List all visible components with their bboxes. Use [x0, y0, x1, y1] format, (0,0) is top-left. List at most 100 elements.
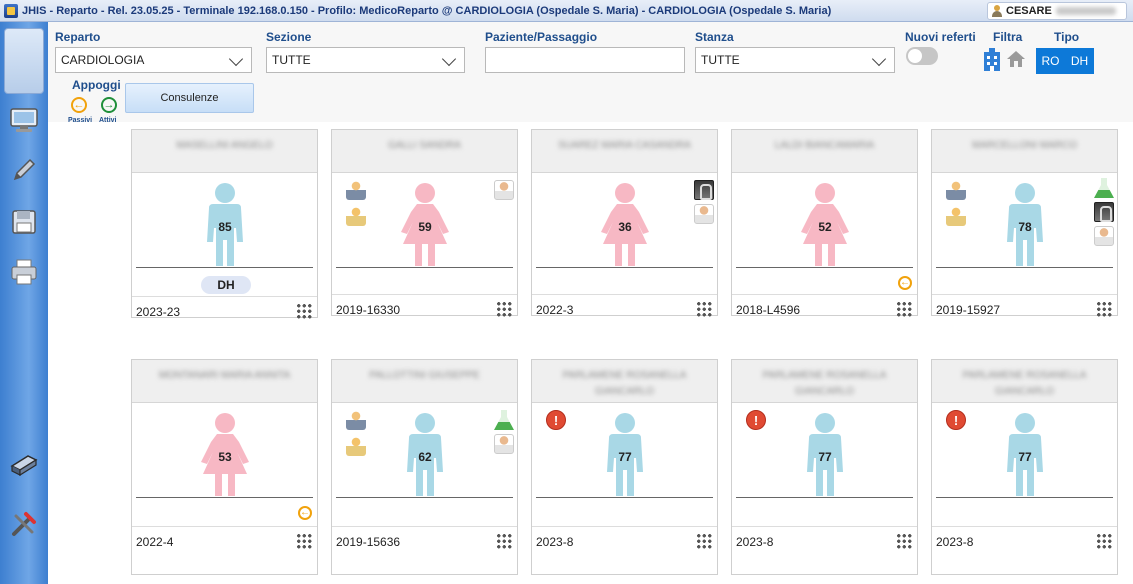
patient-age: 78: [1018, 220, 1032, 234]
filter-toolbar: Reparto CARDIOLOGIA Sezione TUTTE Pazien…: [48, 22, 1133, 124]
lab-flask-icon[interactable]: [494, 410, 514, 430]
patient-card[interactable]: GALLI SANDRA 59 2019-16330: [331, 129, 518, 317]
divider: [732, 294, 917, 295]
patient-name: LALDI BIANCAMARIA: [774, 140, 875, 151]
patient-name: GALLI SANDRA: [388, 140, 461, 151]
report-icon[interactable]: [1094, 226, 1114, 246]
patient-name-header: SUAREZ MARIA CASANDRA: [532, 130, 717, 173]
user-icon: [992, 5, 1002, 17]
divider: [532, 526, 717, 527]
xray-icon[interactable]: [694, 180, 714, 200]
patient-age: 59: [418, 220, 432, 234]
patient-name: SUAREZ MARIA CASANDRA: [558, 140, 691, 151]
lab-flask-icon[interactable]: [1094, 178, 1114, 198]
chevron-down-icon: [441, 51, 457, 67]
divider: [336, 497, 513, 498]
consulenze-button[interactable]: Consulenze: [125, 83, 254, 113]
patient-card[interactable]: LALDI BIANCAMARIA 52 ← 2018-L4596: [731, 129, 918, 317]
user-box[interactable]: CESARE: [987, 2, 1127, 20]
tools-icon: [12, 512, 36, 536]
alert-icon[interactable]: !: [546, 410, 566, 430]
tools-button[interactable]: [4, 504, 44, 544]
floppy-icon: [12, 210, 36, 234]
xray-icon[interactable]: [1094, 202, 1114, 222]
patient-name: PARLAMENE ROSANELLA GIANCARLO: [962, 370, 1087, 397]
patient-code: 2022-4: [136, 535, 174, 549]
alert-icon[interactable]: !: [946, 410, 966, 430]
patient-name: MONTANARI MARIA ANNITA: [158, 370, 291, 381]
grid-menu-icon[interactable]: [696, 533, 712, 549]
patient-name-header: PARLAMENE ROSANELLA GIANCARLO: [732, 360, 917, 403]
edit-button[interactable]: [4, 150, 44, 190]
patient-name-header: GALLI SANDRA: [332, 130, 517, 173]
patient-name: MARCELLONI MARCO: [971, 140, 1077, 151]
patient-name-header: PARLAMENE ROSANELLA GIANCARLO: [532, 360, 717, 403]
monitor-button[interactable]: [4, 100, 44, 140]
appoggio-passivo-icon[interactable]: ←: [898, 276, 912, 290]
patient-name: PARLAMENE ROSANELLA GIANCARLO: [562, 370, 687, 397]
grid-menu-icon[interactable]: [296, 533, 312, 549]
divider: [536, 497, 713, 498]
doctor-icon[interactable]: [946, 180, 966, 200]
app-icon: [4, 3, 18, 18]
patient-name-header: LALDI BIANCAMARIA: [732, 130, 917, 173]
patient-card[interactable]: PARLAMENE ROSANELLA GIANCARLO ! 77 2023-…: [931, 359, 1118, 575]
patient-age: 77: [1018, 450, 1032, 464]
patient-code: 2023-8: [736, 535, 774, 549]
patient-card[interactable]: MASELLINI ANGELO 85 DH 2023-23: [131, 129, 318, 319]
grid-menu-icon[interactable]: [1096, 301, 1112, 317]
patient-card[interactable]: MARCELLONI MARCO 78 2019-15927: [931, 129, 1118, 317]
patient-name: MASELLINI ANGELO: [176, 140, 273, 151]
nurse-icon[interactable]: [346, 206, 366, 226]
tipo-ro-button[interactable]: RO: [1036, 48, 1065, 74]
divider: [532, 294, 717, 295]
patient-card[interactable]: SUAREZ MARIA CASANDRA 36 2022-3: [531, 129, 718, 317]
sezione-select[interactable]: TUTTE: [266, 47, 465, 73]
grid-menu-icon[interactable]: [896, 533, 912, 549]
paziente-input[interactable]: [485, 47, 685, 73]
patient-card[interactable]: MONTANARI MARIA ANNITA 53 ← 2022-4: [131, 359, 318, 575]
patient-card[interactable]: PALLOTTINI GIUSEPPE 62 2019-15636: [331, 359, 518, 575]
grid-menu-icon[interactable]: [1096, 533, 1112, 549]
consultant-icon[interactable]: [494, 180, 514, 200]
grid-menu-icon[interactable]: [496, 301, 512, 317]
reparto-value: CARDIOLOGIA: [61, 53, 145, 67]
monitor-icon: [10, 108, 38, 132]
male-figure-icon: [799, 412, 851, 498]
nurse-icon[interactable]: [346, 436, 366, 456]
hospital-icon[interactable]: [982, 48, 1002, 72]
report-icon[interactable]: [494, 434, 514, 454]
reparto-select[interactable]: CARDIOLOGIA: [55, 47, 252, 73]
doctor-icon[interactable]: [346, 410, 366, 430]
save-button[interactable]: [4, 202, 44, 242]
nuovi-referti-toggle[interactable]: [906, 47, 938, 65]
grid-menu-icon[interactable]: [496, 533, 512, 549]
report-icon[interactable]: [694, 204, 714, 224]
tipo-label: Tipo: [1054, 30, 1080, 44]
patient-card[interactable]: PARLAMENE ROSANELLA GIANCARLO ! 77 2023-…: [531, 359, 718, 575]
grid-menu-icon[interactable]: [696, 301, 712, 317]
paziente-label: Paziente/Passaggio: [485, 30, 598, 44]
bed-button[interactable]: [4, 442, 44, 482]
divider: [732, 526, 917, 527]
patient-name-header: MASELLINI ANGELO: [132, 130, 317, 173]
appoggi-label: Appoggi: [72, 78, 121, 92]
stanza-select[interactable]: TUTTE: [695, 47, 895, 73]
divider: [332, 526, 517, 527]
home-icon[interactable]: [1006, 49, 1026, 69]
appoggio-passivo-icon[interactable]: ←: [298, 506, 312, 520]
doctor-icon[interactable]: [346, 180, 366, 200]
grid-menu-icon[interactable]: [896, 301, 912, 317]
sidebar-home-button[interactable]: [4, 28, 44, 94]
patient-card[interactable]: PARLAMENE ROSANELLA GIANCARLO ! 77 2023-…: [731, 359, 918, 575]
alert-icon[interactable]: !: [746, 410, 766, 430]
attivi-arrow-icon[interactable]: →: [101, 97, 117, 113]
tipo-dh-button[interactable]: DH: [1065, 48, 1094, 74]
print-button[interactable]: [4, 252, 44, 292]
patient-name: PARLAMENE ROSANELLA GIANCARLO: [762, 370, 887, 397]
nurse-icon[interactable]: [946, 206, 966, 226]
passivi-arrow-icon[interactable]: ←: [71, 97, 87, 113]
patient-name-header: MONTANARI MARIA ANNITA: [132, 360, 317, 403]
chevron-down-icon: [228, 51, 244, 67]
grid-menu-icon[interactable]: [296, 303, 312, 319]
